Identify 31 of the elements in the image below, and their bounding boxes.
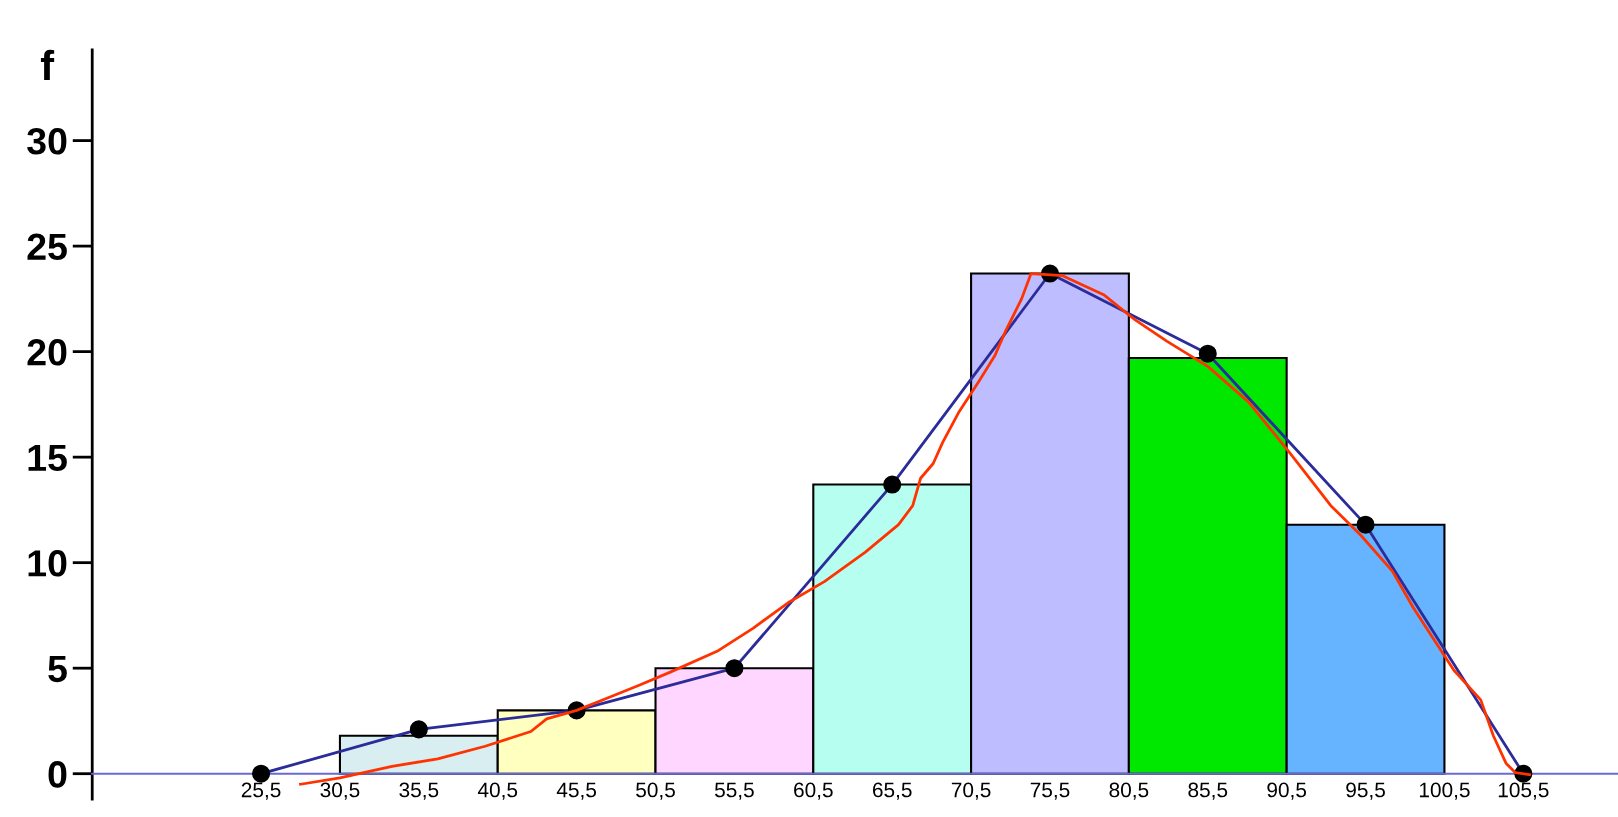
y-tick-label: 30	[27, 127, 67, 155]
point	[409, 720, 428, 739]
x-tick-label: 70,5	[951, 782, 991, 800]
point	[725, 659, 744, 678]
point	[252, 764, 271, 783]
y-tick-label: 15	[28, 444, 67, 472]
y-tick-label: 0	[48, 761, 67, 788]
x-tick-label: 85,5	[1188, 782, 1228, 800]
x-tick-label: 25,5	[241, 782, 281, 800]
x-tick-label: 45,5	[556, 782, 597, 800]
point	[1356, 515, 1375, 534]
point	[1198, 344, 1217, 363]
x-tick-label: 50,5	[636, 782, 675, 800]
point	[883, 475, 902, 494]
y-tick-label: 5	[48, 655, 67, 683]
x-tick-label: 80,5	[1109, 782, 1149, 800]
x-tick-label: 95,5	[1346, 782, 1385, 800]
y-axis-title: f	[40, 49, 55, 81]
y-tick-label: 20	[27, 339, 67, 366]
x-tick-label: 75,5	[1030, 782, 1070, 800]
y-tick-label: 25	[27, 233, 67, 261]
x-tick-label: 60,5	[794, 782, 833, 800]
y-tick-label: 10	[28, 550, 67, 577]
x-tick-label: 35,5	[399, 782, 439, 800]
x-tick-label: 100,5	[1419, 782, 1470, 800]
x-tick-label: 90,5	[1267, 782, 1307, 800]
x-tick-label: 65,5	[872, 782, 912, 800]
x-tick-label: 105,5	[1498, 782, 1549, 800]
x-tick-label: 30,5	[320, 782, 360, 800]
x-tick-label: 40,5	[477, 782, 518, 800]
x-tick-label: 55,5	[714, 782, 754, 800]
